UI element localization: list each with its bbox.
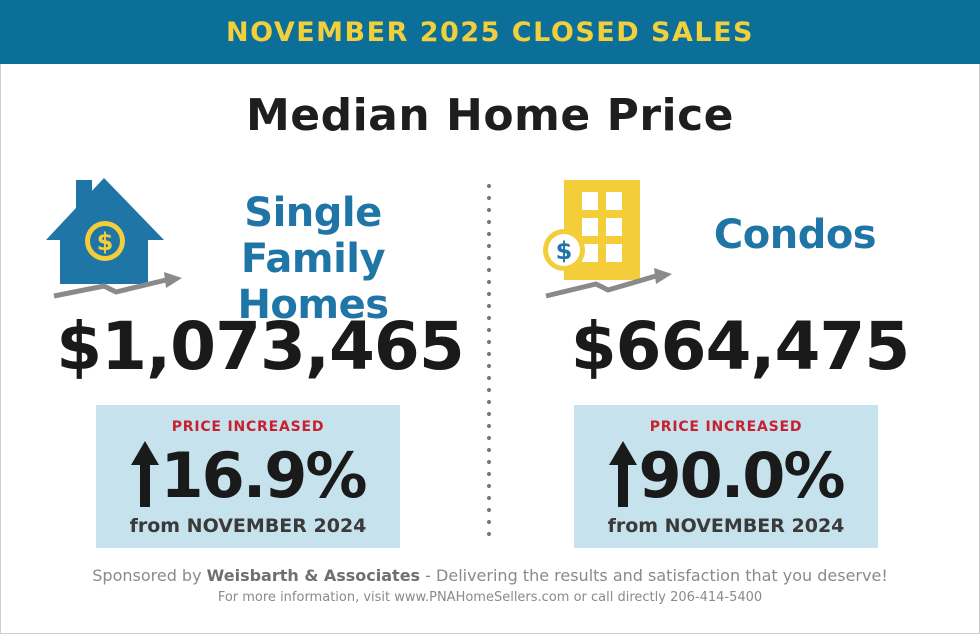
sponsor-line: Sponsored by Weisbarth & Associates - De…	[0, 566, 980, 585]
single-family-change-box: PRICE INCREASED 16.9% from NOVEMBER 2024	[96, 405, 400, 548]
single-family-change-pct: 16.9%	[160, 439, 367, 512]
up-arrow-icon	[130, 439, 160, 513]
banner-title: NOVEMBER 2025 CLOSED SALES	[226, 16, 754, 48]
condos-change-row: 90.0%	[574, 439, 878, 513]
single-family-change-from: from NOVEMBER 2024	[129, 515, 367, 537]
single-family-change-kicker: PRICE INCREASED	[171, 419, 325, 435]
single-family-price: $1,073,465	[56, 308, 465, 385]
condos-label-line1: Condos	[713, 212, 877, 258]
svg-text:$: $	[556, 237, 573, 265]
condo-building-dollar-icon: $	[538, 178, 678, 307]
sponsor-suffix: - Delivering the results and satisfactio…	[425, 566, 888, 585]
page-title: Median Home Price	[245, 90, 735, 141]
dotted-divider	[486, 180, 492, 538]
single-family-change-row: 16.9%	[96, 439, 400, 513]
condos-label: Condos	[690, 212, 900, 258]
house-dollar-icon: $	[46, 176, 186, 305]
sponsor-name: Weisbarth & Associates	[206, 566, 421, 585]
single-family-label-line1: Single Family	[240, 190, 386, 282]
header-banner: NOVEMBER 2025 CLOSED SALES	[0, 0, 980, 64]
condos-change-from: from NOVEMBER 2024	[607, 515, 845, 537]
svg-text:$: $	[97, 228, 114, 256]
single-family-label-line2: Homes	[237, 282, 389, 328]
sponsor-prefix: Sponsored by	[92, 566, 202, 585]
condos-change-pct: 90.0%	[638, 439, 845, 512]
up-arrow-icon	[608, 439, 638, 513]
contact-line: For more information, visit www.PNAHomeS…	[217, 590, 763, 605]
condos-change-kicker: PRICE INCREASED	[649, 419, 803, 435]
single-family-label: Single Family Homes	[168, 190, 458, 328]
condos-change-box: PRICE INCREASED 90.0% from NOVEMBER 2024	[574, 405, 878, 548]
condos-price: $664,475	[570, 308, 911, 385]
